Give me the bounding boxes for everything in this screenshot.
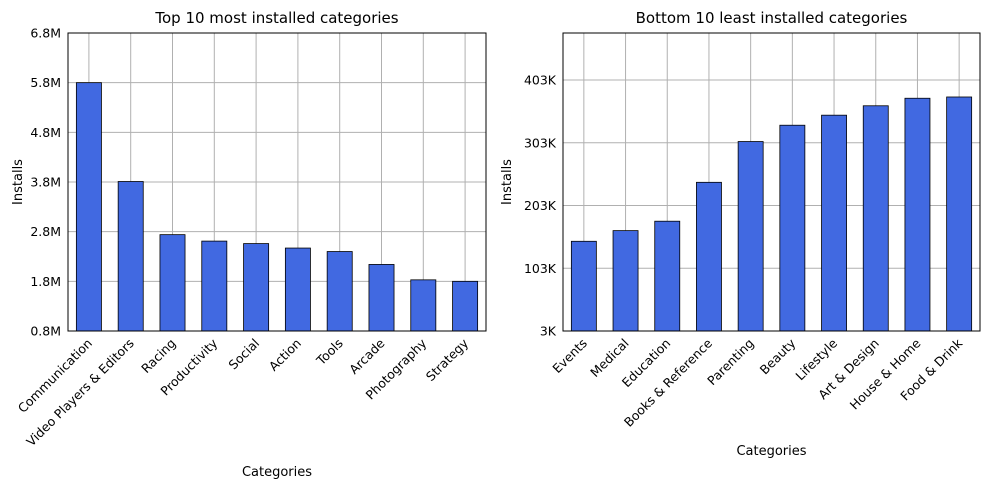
- x-axis-label: Categories: [736, 444, 806, 459]
- bar: [821, 114, 847, 332]
- bar: [284, 247, 311, 332]
- y-tick-label: 1.8M: [30, 274, 61, 289]
- bar: [201, 240, 228, 332]
- bar: [779, 124, 806, 332]
- bar: [696, 181, 722, 332]
- x-tick-label: Racing: [138, 336, 179, 377]
- chart-title: Top 10 most installed categories: [154, 9, 398, 27]
- y-tick-label: 2.8M: [30, 224, 61, 239]
- bar: [654, 220, 681, 332]
- bar: [946, 96, 973, 332]
- bar: [904, 97, 931, 332]
- bar: [737, 141, 764, 332]
- chart-bottom-10-installed: Bottom 10 least installed categories Cat…: [500, 9, 981, 459]
- y-tick-label: 0.8M: [30, 324, 61, 339]
- bar: [326, 251, 353, 332]
- y-tick-label: 103K: [524, 261, 557, 276]
- y-tick-label: 403K: [524, 73, 557, 88]
- axes-frame: [67, 32, 487, 332]
- bar: [570, 240, 597, 332]
- axes-frame: [562, 32, 981, 332]
- chart-top-10-installed: Top 10 most installed categories Categor…: [11, 9, 487, 480]
- bar: [159, 234, 186, 332]
- bar: [410, 279, 437, 332]
- bar: [75, 82, 102, 332]
- x-axis-label: Categories: [242, 465, 312, 480]
- y-axis-label: Installs: [11, 159, 26, 205]
- y-tick-label: 4.8M: [30, 125, 61, 140]
- y-tick-label: 3K: [540, 324, 557, 339]
- y-tick-label: 203K: [524, 198, 557, 213]
- bar: [452, 280, 479, 332]
- y-tick-label: 3.8M: [30, 175, 61, 190]
- x-tick-label: Tools: [313, 336, 346, 369]
- x-tick-label: Action: [266, 336, 304, 374]
- y-axis-label: Installs: [500, 159, 515, 205]
- y-tick-label: 5.8M: [30, 75, 61, 90]
- x-tick-label: Strategy: [423, 335, 472, 384]
- x-tick-label: Beauty: [757, 335, 799, 377]
- bar: [117, 181, 144, 332]
- chart-title: Bottom 10 least installed categories: [636, 9, 908, 27]
- x-tick-label: Events: [549, 336, 590, 377]
- bar: [862, 105, 889, 332]
- x-tick-label: Arcade: [346, 335, 388, 377]
- x-tick-label: House & Home: [847, 335, 924, 412]
- y-tick-label: 303K: [524, 135, 557, 150]
- x-tick-label: Social: [225, 336, 262, 373]
- y-tick-label: 6.8M: [30, 26, 61, 41]
- x-tick-label: Communication: [15, 336, 95, 416]
- bar: [368, 264, 395, 332]
- bar: [243, 243, 270, 332]
- bar: [612, 230, 639, 332]
